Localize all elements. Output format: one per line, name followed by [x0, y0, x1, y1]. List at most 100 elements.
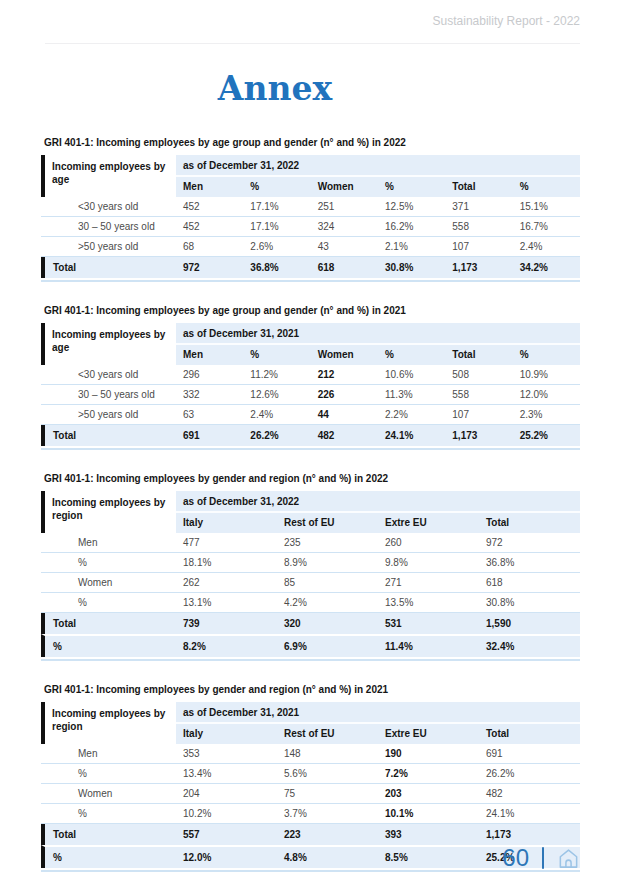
column-headers: Men%Women%Total%	[176, 177, 580, 197]
table-row: <30 years old45217.1%25112.5%37115.1%	[41, 197, 580, 217]
table-section: GRI 401-1: Incoming employees by gender …	[41, 472, 580, 661]
page-footer: 60	[502, 846, 580, 870]
row-label: Men	[41, 744, 176, 763]
table-header-right: as of December 31, 2022 ItalyRest of EUE…	[176, 491, 580, 533]
column-headers: ItalyRest of EUExtre EUTotal	[176, 513, 580, 533]
table-header: Incoming employees by age as of December…	[41, 155, 580, 197]
column-headers: Men%Women%Total%	[176, 345, 580, 365]
cell-value: 2.3%	[513, 405, 580, 424]
table-caption: GRI 401-1: Incoming employees by age gro…	[44, 304, 580, 317]
cell-value: 36.8%	[479, 553, 580, 572]
cell-value: 11.4%	[378, 636, 479, 657]
row-label: Men	[41, 533, 176, 552]
cell-value: 452	[176, 197, 243, 216]
row-label: Total	[45, 824, 176, 845]
row-label: %	[41, 804, 176, 823]
cell-value: 557	[176, 824, 277, 845]
row-label: Total	[45, 257, 176, 278]
row-label: <30 years old	[41, 197, 176, 216]
cell-value: 212	[311, 365, 378, 384]
cell-value: 17.1%	[243, 197, 310, 216]
cell-value: 30.8%	[378, 257, 445, 278]
column-header: Total	[445, 345, 512, 365]
cell-value: 75	[277, 784, 378, 803]
cell-value: 44	[311, 405, 378, 424]
cell-value: 85	[277, 573, 378, 592]
home-icon[interactable]	[557, 847, 580, 870]
period-header: as of December 31, 2022	[176, 155, 580, 177]
cell-value: 10.1%	[378, 804, 479, 823]
table-body: <30 years old45217.1%25112.5%37115.1%30 …	[41, 197, 580, 278]
table-header: Incoming employees by region as of Decem…	[41, 702, 580, 744]
table-header-right: as of December 31, 2021 ItalyRest of EUE…	[176, 702, 580, 744]
table-row: %8.2%6.9%11.4%32.4%	[41, 634, 580, 657]
cell-value: 2.1%	[378, 237, 445, 256]
table-header-right: as of December 31, 2022 Men%Women%Total%	[176, 155, 580, 197]
column-header: Women	[311, 177, 378, 197]
row-label: >50 years old	[41, 405, 176, 424]
table-body: Men477235260972%18.1%8.9%9.8%36.8%Women2…	[41, 533, 580, 657]
cell-value: 7.2%	[378, 764, 479, 783]
cell-value: 691	[176, 425, 243, 446]
cell-value: 618	[311, 257, 378, 278]
cell-value: 107	[445, 237, 512, 256]
table-row: >50 years old682.6%432.1%1072.4%	[41, 237, 580, 257]
cell-value: 26.2%	[243, 425, 310, 446]
cell-value: 11.2%	[243, 365, 310, 384]
cell-value: 558	[445, 217, 512, 236]
table-row: %10.2%3.7%10.1%24.1%	[41, 804, 580, 824]
cell-value: 30.8%	[479, 593, 580, 612]
table-body: Men353148190691%13.4%5.6%7.2%26.2%Women2…	[41, 744, 580, 868]
header-divider	[45, 43, 580, 44]
table-row: Women20475203482	[41, 784, 580, 804]
cell-value: 11.3%	[378, 385, 445, 404]
column-header: Extre EU	[378, 513, 479, 533]
row-header: Incoming employees by age	[45, 323, 176, 365]
cell-value: 107	[445, 405, 512, 424]
cell-value: 25.2%	[513, 425, 580, 446]
cell-value: 10.2%	[176, 804, 277, 823]
cell-value: 739	[176, 613, 277, 634]
table-row: %13.1%4.2%13.5%30.8%	[41, 593, 580, 613]
gri-table: Incoming employees by age as of December…	[41, 323, 580, 450]
cell-value: 226	[311, 385, 378, 404]
cell-value: 8.5%	[378, 847, 479, 868]
row-label: %	[41, 764, 176, 783]
cell-value: 972	[479, 533, 580, 552]
cell-value: 251	[311, 197, 378, 216]
cell-value: 13.1%	[176, 593, 277, 612]
row-label: 30 – 50 years old	[41, 217, 176, 236]
cell-value: 12.5%	[378, 197, 445, 216]
cell-value: 452	[176, 217, 243, 236]
column-header: %	[378, 345, 445, 365]
cell-value: 531	[378, 613, 479, 634]
table-row: %13.4%5.6%7.2%26.2%	[41, 764, 580, 784]
row-label: Women	[41, 784, 176, 803]
column-header: Italy	[176, 724, 277, 744]
table-row: 30 – 50 years old45217.1%32416.2%55816.7…	[41, 217, 580, 237]
cell-value: 972	[176, 257, 243, 278]
row-label: %	[45, 636, 176, 657]
cell-value: 204	[176, 784, 277, 803]
cell-value: 12.0%	[513, 385, 580, 404]
cell-value: 36.8%	[243, 257, 310, 278]
cell-value: 17.1%	[243, 217, 310, 236]
cell-value: 508	[445, 365, 512, 384]
cell-value: 320	[277, 613, 378, 634]
period-header: as of December 31, 2021	[176, 702, 580, 724]
cell-value: 1,173	[445, 425, 512, 446]
table-section: GRI 401-1: Incoming employees by age gro…	[41, 136, 580, 282]
cell-value: 691	[479, 744, 580, 763]
table-header: Incoming employees by region as of Decem…	[41, 491, 580, 533]
column-header: %	[243, 177, 310, 197]
cell-value: 34.2%	[513, 257, 580, 278]
cell-value: 12.6%	[243, 385, 310, 404]
cell-value: 5.6%	[277, 764, 378, 783]
cell-value: 482	[311, 425, 378, 446]
column-header: %	[513, 177, 580, 197]
row-label: %	[41, 553, 176, 572]
column-header: %	[378, 177, 445, 197]
period-header: as of December 31, 2022	[176, 491, 580, 513]
report-page: Sustainability Report - 2022 Annex GRI 4…	[0, 0, 622, 880]
column-header: Extre EU	[378, 724, 479, 744]
